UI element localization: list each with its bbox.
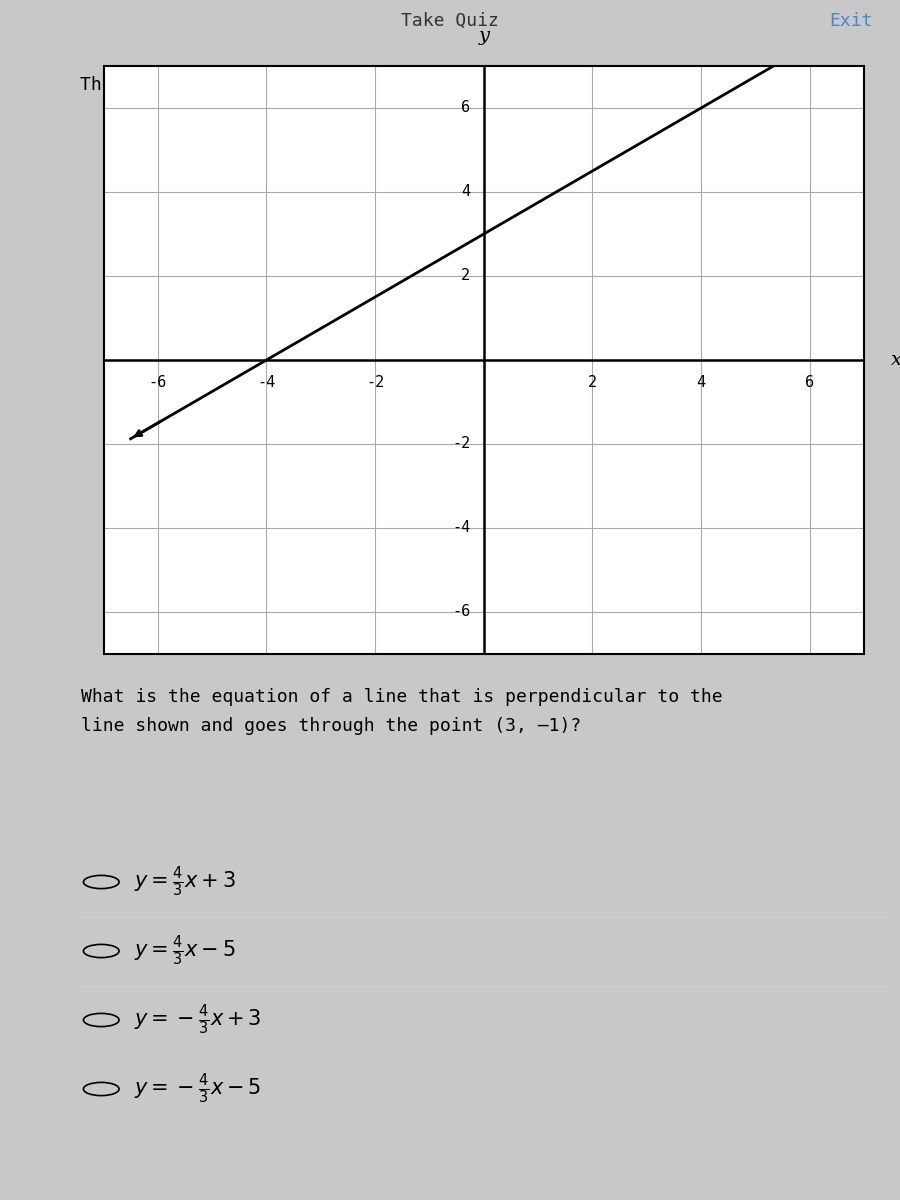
Text: -4: -4 <box>257 374 275 390</box>
Text: -2: -2 <box>366 374 384 390</box>
Text: $y = -\frac{4}{3}x + 3$: $y = -\frac{4}{3}x + 3$ <box>133 1003 261 1037</box>
Text: $y = \frac{4}{3}x + 3$: $y = \frac{4}{3}x + 3$ <box>133 865 236 899</box>
Text: -2: -2 <box>452 437 470 451</box>
Text: 4: 4 <box>697 374 706 390</box>
Text: -4: -4 <box>452 521 470 535</box>
Text: x: x <box>891 350 900 370</box>
Text: -6: -6 <box>452 605 470 619</box>
Text: y: y <box>478 26 490 44</box>
Text: 6: 6 <box>461 101 470 115</box>
Text: Take Quiz: Take Quiz <box>401 12 499 30</box>
Text: $y = \frac{4}{3}x - 5$: $y = \frac{4}{3}x - 5$ <box>133 934 236 968</box>
Text: -6: -6 <box>148 374 166 390</box>
Text: 2: 2 <box>461 269 470 283</box>
Text: $y = -\frac{4}{3}x - 5$: $y = -\frac{4}{3}x - 5$ <box>133 1072 261 1106</box>
Text: 2: 2 <box>588 374 597 390</box>
Text: The graph of a line is shown.: The graph of a line is shown. <box>80 76 395 94</box>
Text: What is the equation of a line that is perpendicular to the
line shown and goes : What is the equation of a line that is p… <box>81 688 723 736</box>
Text: Exit: Exit <box>830 12 873 30</box>
Text: 6: 6 <box>806 374 814 390</box>
Text: 4: 4 <box>461 185 470 199</box>
